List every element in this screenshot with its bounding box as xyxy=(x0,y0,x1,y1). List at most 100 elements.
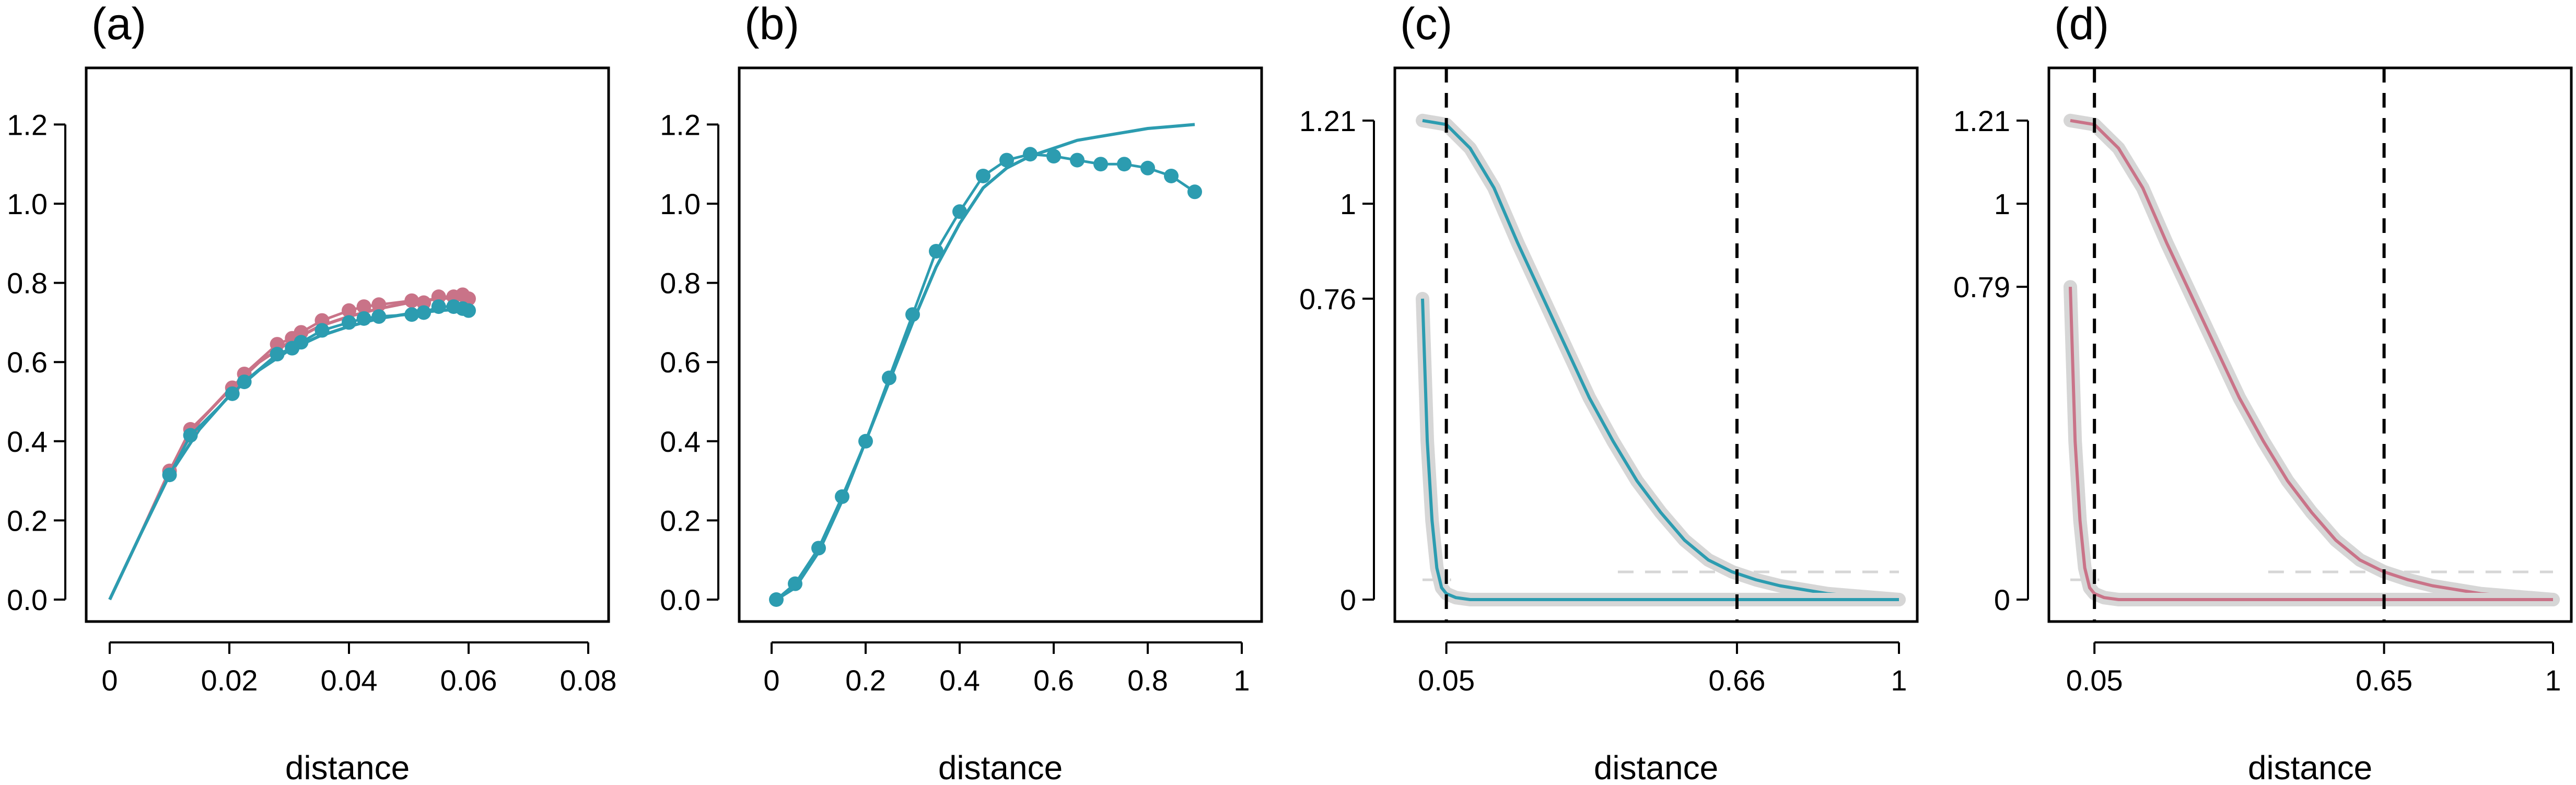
data-point xyxy=(461,303,476,318)
confidence-band xyxy=(2064,280,2560,606)
data-point xyxy=(1117,157,1132,172)
y-tick-label: 1.0 xyxy=(660,188,701,220)
data-point xyxy=(1023,147,1038,162)
plot-frame xyxy=(1393,66,1919,623)
y-tick-label: 0.2 xyxy=(7,504,48,537)
y-tick-label: 0.4 xyxy=(660,425,701,458)
data-point xyxy=(905,307,920,322)
data-point xyxy=(1140,160,1155,175)
x-tick-label: 0.2 xyxy=(845,664,886,697)
data-point xyxy=(999,153,1014,168)
y-tick-label: 1 xyxy=(1340,188,1356,220)
plot-frame xyxy=(85,66,610,623)
panel-title: (d) xyxy=(2054,0,2109,49)
data-point xyxy=(1046,149,1061,164)
data-point xyxy=(952,204,967,219)
x-tick-label: 0.05 xyxy=(1418,664,1475,697)
y-tick-label: 0.6 xyxy=(7,346,48,379)
x-axis-label: distance xyxy=(285,749,410,785)
x-tick-label: 0.4 xyxy=(939,664,980,697)
x-axis-label: distance xyxy=(2248,749,2372,785)
panel-c: (c) 0 0.76 1 1.21 0.05 0.66 1 distance xyxy=(1299,0,1919,785)
series-line xyxy=(1422,119,1899,601)
y-tick-label: 0.8 xyxy=(7,267,48,300)
data-point xyxy=(1164,168,1179,183)
y-tick-label: 1.2 xyxy=(7,108,48,141)
data-point xyxy=(371,309,387,324)
x-tick-label: 0.08 xyxy=(560,664,617,697)
data-point xyxy=(225,386,240,401)
x-tick-label: 0 xyxy=(763,664,779,697)
y-tick-label: 1.21 xyxy=(1953,104,2010,137)
series-line xyxy=(2070,119,2554,601)
data-point xyxy=(314,323,330,338)
data-point xyxy=(835,489,849,504)
data-point xyxy=(371,297,387,312)
x-tick-label: 0.65 xyxy=(2356,664,2412,697)
data-point xyxy=(1093,157,1108,172)
data-point xyxy=(416,305,432,320)
y-tick-label: 0 xyxy=(1994,583,2010,616)
data-point xyxy=(162,467,177,483)
y-tick-label: 0.4 xyxy=(7,425,48,458)
data-point xyxy=(294,335,309,350)
y-tick-label: 0.76 xyxy=(1299,283,1356,315)
points-connector xyxy=(775,153,1196,601)
series-line xyxy=(2069,287,2553,601)
x-tick-label: 1 xyxy=(1233,664,1250,697)
x-tick-label: 0.8 xyxy=(1127,664,1168,697)
y-tick-label: 1.21 xyxy=(1299,104,1356,137)
data-point xyxy=(1070,153,1085,168)
y-tick-label: 1.2 xyxy=(660,108,701,141)
data-point xyxy=(270,347,285,362)
data-point xyxy=(1187,184,1202,200)
panel-b: (b) 0.0 0.2 0.4 0.6 0.8 1.0 1.2 0 0.2 0.4 0.6 0.8 1 di… xyxy=(660,0,1263,785)
series-line xyxy=(775,123,1195,601)
panel-title: (c) xyxy=(1400,0,1452,49)
x-tick-label: 1 xyxy=(2545,664,2561,697)
data-point xyxy=(183,428,198,443)
y-tick-label: 0 xyxy=(1340,583,1356,616)
y-tick-label: 0.2 xyxy=(660,504,701,537)
x-axis-label: distance xyxy=(938,749,1063,785)
series-line xyxy=(1421,298,1899,601)
x-tick-label: 0.05 xyxy=(2066,664,2123,697)
confidence-band xyxy=(2064,113,2560,606)
y-tick-label: 0.6 xyxy=(660,346,701,379)
data-point xyxy=(342,315,356,330)
x-tick-label: 0.66 xyxy=(1708,664,1765,697)
confidence-band xyxy=(1416,291,1906,606)
data-point xyxy=(404,293,419,308)
panel-title: (b) xyxy=(744,0,799,49)
panel-title: (a) xyxy=(91,0,146,49)
data-point xyxy=(404,307,419,322)
data-point xyxy=(431,299,446,314)
data-point xyxy=(356,311,371,326)
data-point xyxy=(858,433,873,449)
data-point xyxy=(356,299,371,314)
y-tick-label: 0.79 xyxy=(1953,271,2010,303)
plot-frame xyxy=(738,66,1263,623)
confidence-band xyxy=(1416,113,1906,606)
y-tick-label: 0.0 xyxy=(7,583,48,616)
y-tick-label: 0.8 xyxy=(660,267,701,300)
plot-frame xyxy=(2047,66,2573,623)
data-point xyxy=(769,592,784,607)
x-tick-label: 0.02 xyxy=(201,664,258,697)
data-point xyxy=(929,243,943,259)
data-point xyxy=(342,303,356,318)
x-axis-label: distance xyxy=(1594,749,1718,785)
data-point xyxy=(976,168,990,183)
data-point xyxy=(788,576,802,591)
x-tick-label: 0.04 xyxy=(321,664,378,697)
x-tick-label: 0.6 xyxy=(1033,664,1074,697)
panel-d: (d) 0 0.79 1 1.21 0.05 0.65 1 distance xyxy=(1953,0,2573,785)
data-point xyxy=(237,374,252,390)
x-tick-label: 1 xyxy=(1891,664,1907,697)
data-point xyxy=(882,370,896,385)
y-tick-label: 1 xyxy=(1994,188,2010,220)
panel-a: (a) 0.0 0.2 0.4 0.6 0.8 1.0 1.2 0 0.02 0.04 0.06 0.0… xyxy=(7,0,616,785)
y-tick-label: 0.0 xyxy=(660,583,701,616)
data-point xyxy=(811,541,826,556)
